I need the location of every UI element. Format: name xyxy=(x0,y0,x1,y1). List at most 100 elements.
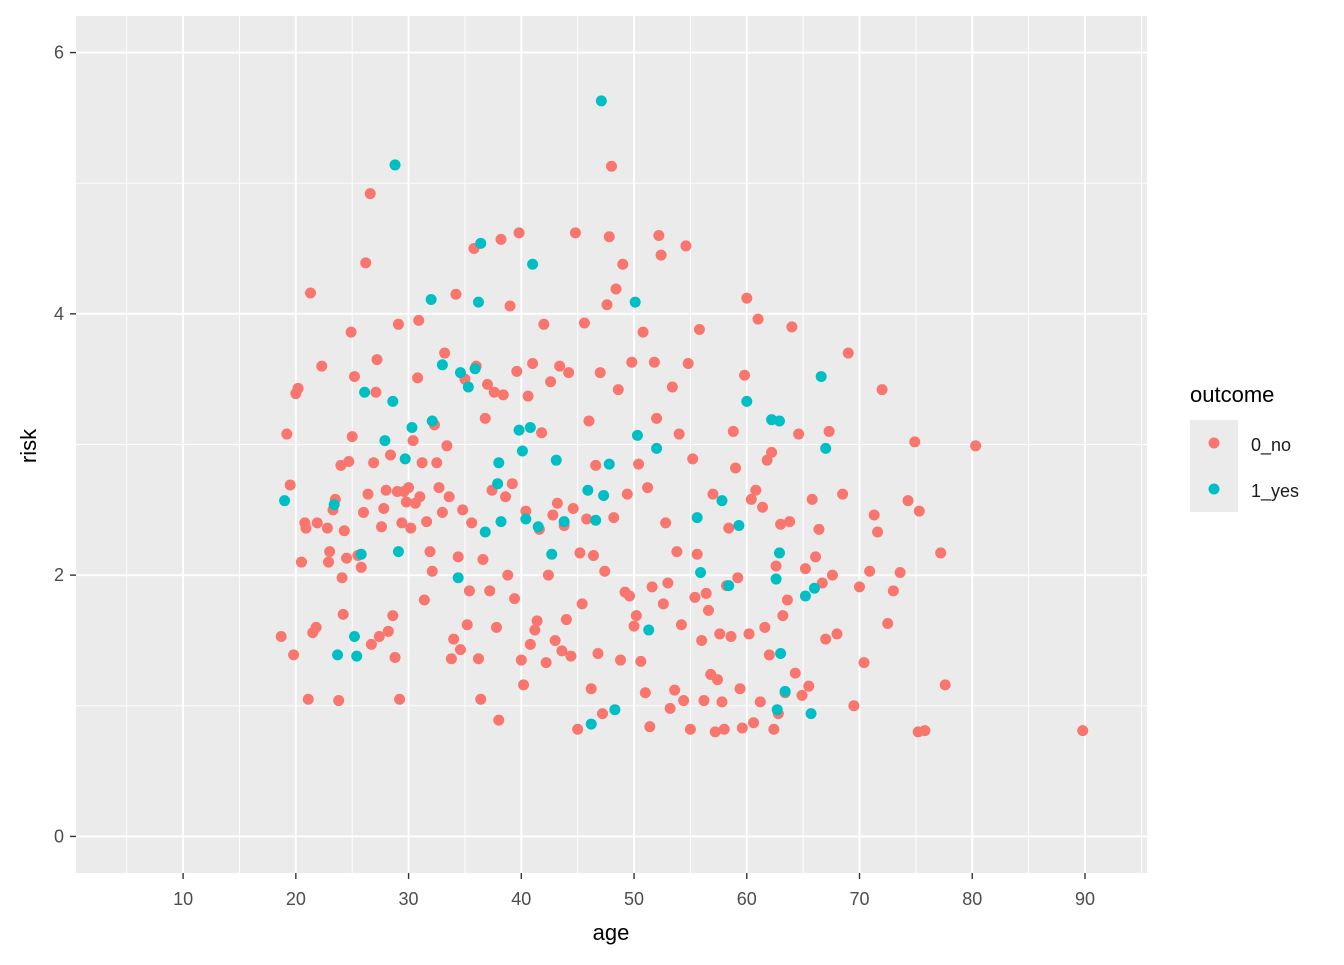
point-0_no xyxy=(448,633,460,645)
point-0_no xyxy=(502,569,514,581)
point-0_no xyxy=(394,693,406,705)
point-0_no xyxy=(727,425,739,437)
point-1_yes xyxy=(379,435,391,447)
point-1_yes xyxy=(493,457,505,469)
point-0_no xyxy=(799,563,811,575)
point-0_no xyxy=(786,321,798,333)
point-0_no xyxy=(816,577,828,589)
point-0_no xyxy=(777,610,789,622)
point-0_no xyxy=(536,427,548,439)
point-0_no xyxy=(452,551,464,563)
point-0_no xyxy=(864,565,876,577)
point-0_no xyxy=(813,523,825,535)
point-0_no xyxy=(671,546,683,558)
point-0_no xyxy=(716,696,728,708)
y-tick-label: 6 xyxy=(54,43,64,63)
point-0_no xyxy=(810,551,822,563)
point-0_no xyxy=(549,634,561,646)
point-0_no xyxy=(723,522,735,534)
point-0_no xyxy=(348,371,360,383)
point-0_no xyxy=(826,569,838,581)
point-0_no xyxy=(324,546,336,558)
point-0_no xyxy=(651,412,663,424)
point-0_no xyxy=(300,522,312,534)
point-0_no xyxy=(431,457,443,469)
point-0_no xyxy=(757,501,769,513)
point-0_no xyxy=(567,503,579,515)
point-0_no xyxy=(387,610,399,622)
point-0_no xyxy=(426,565,438,577)
point-1_yes xyxy=(733,519,745,531)
point-1_yes xyxy=(723,580,735,592)
point-0_no xyxy=(734,683,746,695)
x-tick-label: 70 xyxy=(850,889,870,909)
point-0_no xyxy=(333,695,345,707)
point-0_no xyxy=(371,354,383,366)
point-0_no xyxy=(311,517,323,529)
series-0_no-points xyxy=(275,160,1089,738)
point-0_no xyxy=(292,382,304,394)
point-0_no xyxy=(624,590,636,602)
point-0_no xyxy=(479,412,491,424)
point-0_no xyxy=(481,378,493,390)
point-0_no xyxy=(316,360,328,372)
point-0_no xyxy=(626,356,638,368)
point-0_no xyxy=(343,455,355,467)
point-0_no xyxy=(576,598,588,610)
point-0_no xyxy=(639,687,651,699)
point-1_yes xyxy=(651,442,663,454)
point-1_yes xyxy=(691,512,703,524)
point-0_no xyxy=(732,572,744,584)
point-0_no xyxy=(506,478,518,490)
point-0_no xyxy=(443,491,455,503)
point-0_no xyxy=(909,436,921,448)
point-0_no xyxy=(669,684,681,696)
point-0_no xyxy=(457,504,469,516)
point-1_yes xyxy=(452,572,464,584)
point-0_no xyxy=(606,160,617,172)
point-0_no xyxy=(635,655,647,667)
point-0_no xyxy=(323,556,335,568)
point-0_no xyxy=(793,428,805,440)
point-0_no xyxy=(664,702,676,714)
point-0_no xyxy=(414,491,426,503)
point-0_no xyxy=(578,317,590,329)
legend: outcome 0_no 1_yes xyxy=(1190,382,1299,512)
point-0_no xyxy=(357,506,369,518)
point-0_no xyxy=(711,674,723,686)
point-0_no xyxy=(678,695,690,707)
point-1_yes xyxy=(332,649,344,661)
point-0_no xyxy=(698,695,710,707)
point-1_yes xyxy=(475,237,487,249)
point-0_no xyxy=(894,567,906,579)
point-0_no xyxy=(364,188,376,200)
point-0_no xyxy=(504,300,516,312)
point-0_no xyxy=(360,257,372,269)
point-0_no xyxy=(666,381,678,393)
point-0_no xyxy=(882,617,894,629)
point-0_no xyxy=(673,428,685,440)
point-0_no xyxy=(275,631,287,643)
y-axis-label: risk xyxy=(16,428,41,463)
point-0_no xyxy=(450,288,462,300)
point-1_yes xyxy=(389,159,401,171)
point-1_yes xyxy=(426,415,438,427)
point-1_yes xyxy=(524,422,536,434)
y-tick-label: 2 xyxy=(54,565,64,585)
point-0_no xyxy=(823,425,835,437)
point-0_no xyxy=(295,556,307,568)
point-0_no xyxy=(637,326,649,338)
point-0_no xyxy=(913,505,925,517)
point-1_yes xyxy=(462,381,474,393)
point-0_no xyxy=(491,621,503,633)
point-0_no xyxy=(766,446,778,458)
point-0_no xyxy=(373,631,385,643)
point-0_no xyxy=(382,625,394,637)
point-0_no xyxy=(288,649,300,661)
point-0_no xyxy=(592,648,604,660)
point-0_no xyxy=(551,497,563,509)
point-1_yes xyxy=(469,363,481,375)
point-0_no xyxy=(385,449,397,461)
point-1_yes xyxy=(590,514,602,526)
point-1_yes xyxy=(532,521,544,533)
